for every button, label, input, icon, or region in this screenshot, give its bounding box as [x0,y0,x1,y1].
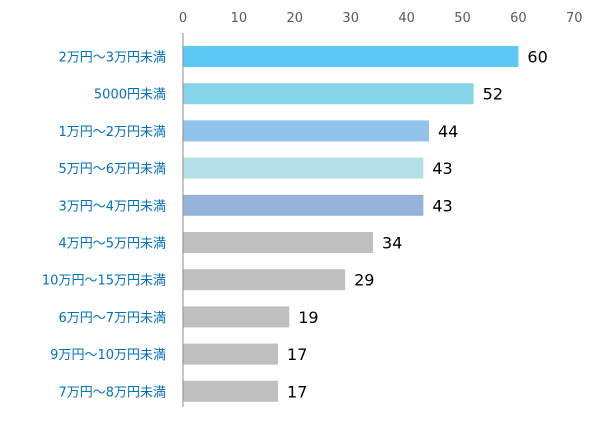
data-label: 52 [483,85,503,104]
category-labels: 2万円～3万円未満 5000円未満 1万円～2万円未満 5万円～6万円未満 3万円～4万… [42,51,166,401]
category-label: 10万円～15万円未満 [42,274,166,289]
category-label: 5万円～6万円未満 [58,162,166,177]
bar [183,194,424,216]
bar [183,343,279,365]
data-label: 43 [432,196,452,215]
x-tick-label: 60 [510,11,527,26]
x-tick-label: 70 [566,11,583,26]
bar [183,157,424,179]
bar [183,83,474,105]
bar [183,120,429,142]
x-tick-label: 40 [398,11,415,26]
data-labels: 60 52 44 43 43 34 29 19 17 17 [287,48,548,402]
category-label: 7万円～8万円未満 [58,385,166,400]
data-label: 44 [438,122,458,141]
category-label: 5000円未満 [94,88,166,103]
category-label: 1万円～2万円未満 [58,125,166,140]
category-label: 6万円～7万円未満 [58,311,166,326]
bar [183,232,374,253]
x-tick-label: 50 [454,11,471,26]
category-label: 3万円～4万円未満 [58,199,166,214]
category-label: 9万円～10万円未満 [50,348,166,363]
data-label: 34 [382,234,402,253]
x-tick-label: 20 [287,11,304,26]
category-label: 2万円～3万円未満 [58,51,166,66]
bar [183,269,346,291]
x-tick-label: 0 [179,11,187,26]
category-label: 4万円～5万円未満 [58,237,166,252]
x-axis-ticks: 0 10 20 30 40 50 60 70 [179,11,583,26]
data-label: 17 [287,382,307,401]
data-label: 60 [527,48,547,67]
data-label: 29 [354,271,374,290]
bars [183,46,519,402]
x-tick-label: 30 [342,11,359,26]
bar [183,46,519,67]
data-label: 17 [287,345,307,364]
bar [183,380,279,402]
data-label: 43 [432,159,452,178]
bar [183,306,290,328]
x-tick-label: 10 [231,11,248,26]
data-label: 19 [298,308,318,327]
